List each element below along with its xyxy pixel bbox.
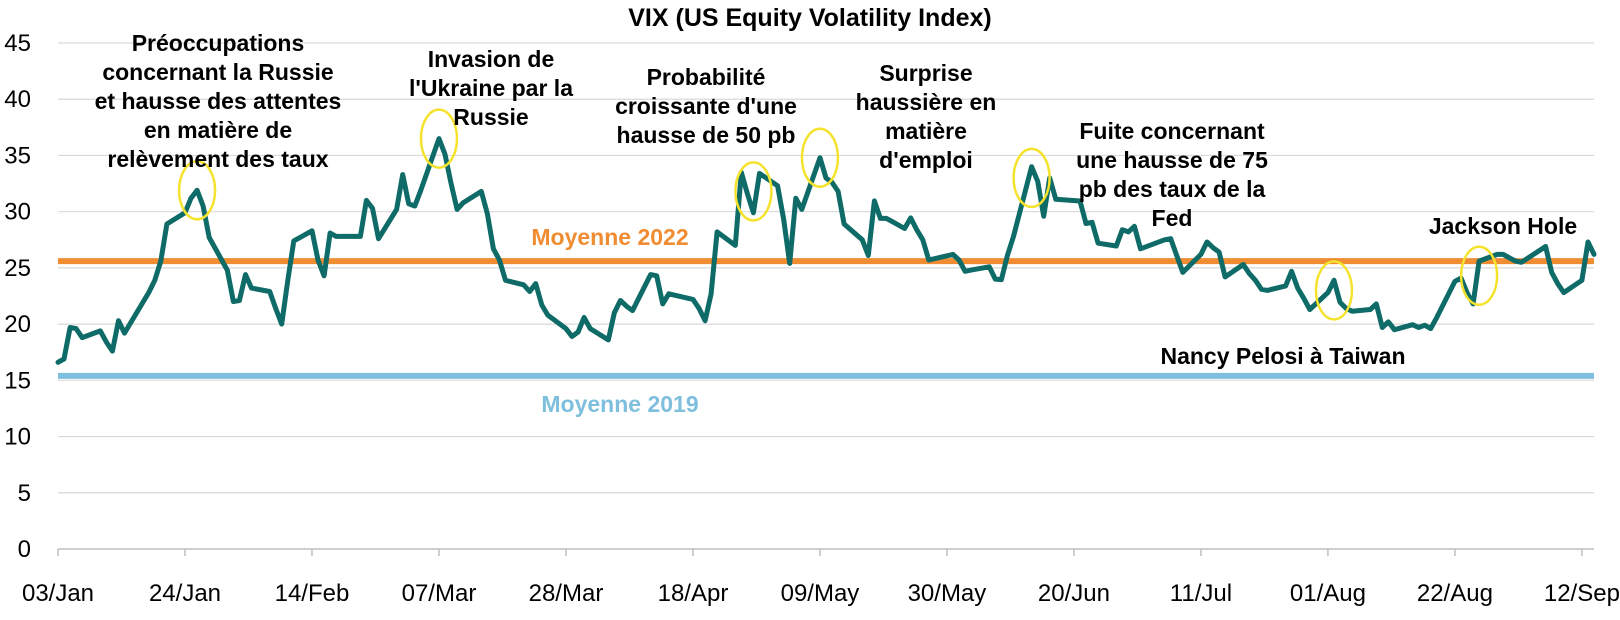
annotation-line: matière xyxy=(885,118,967,144)
annotation-line: une hausse de 75 xyxy=(1076,147,1268,173)
chart-title: VIX (US Equity Volatility Index) xyxy=(628,4,991,32)
y-tick-label: 10 xyxy=(4,424,31,451)
annotation-line: croissante d'une xyxy=(615,93,797,119)
annotation-line: Surprise xyxy=(879,60,972,86)
x-tick-label: 12/Sep xyxy=(1544,580,1620,607)
reference-line-label: Moyenne 2019 xyxy=(541,391,698,417)
x-tick-label: 11/Jul xyxy=(1170,580,1232,607)
annotation-line: Fuite concernant xyxy=(1079,118,1265,144)
annotation-line: Invasion de xyxy=(428,46,555,72)
y-axis-ticks: 0 5 10 15 20 25 30 35 40 45 xyxy=(4,30,31,563)
x-tick-label: 18/Apr xyxy=(658,580,729,607)
x-tick-label: 24/Jan xyxy=(149,580,221,607)
highlight-ellipse xyxy=(419,108,459,169)
annotation-line: Probabilité xyxy=(647,64,766,90)
annotation-label: Jackson Hole xyxy=(1429,213,1577,239)
highlight-ellipse xyxy=(177,160,217,221)
annotation-line: hausse de 50 pb xyxy=(617,122,796,148)
highlight-ellipse xyxy=(1314,260,1354,321)
annotation-label: Invasion de l'Ukraine par la Russie xyxy=(409,46,573,130)
vix-series-line xyxy=(55,136,1597,365)
annotation-line: Fed xyxy=(1152,205,1193,231)
annotation-label: Probabilité croissante d'une hausse de 50 … xyxy=(615,64,797,148)
annotation-line: Préoccupations xyxy=(132,30,305,56)
reference-lines: Moyenne 2022 Moyenne 2019 xyxy=(58,224,1594,417)
y-tick-label: 40 xyxy=(4,86,31,113)
x-tick-label: 09/May xyxy=(781,580,860,607)
y-tick-label: 45 xyxy=(4,30,31,57)
annotation-label: Nancy Pelosi à Taiwan xyxy=(1160,343,1405,369)
x-tick-label: 30/May xyxy=(908,580,987,607)
y-tick-label: 35 xyxy=(4,142,31,169)
x-tick-label: 01/Aug xyxy=(1290,580,1366,607)
x-tick-label: 14/Feb xyxy=(275,580,350,607)
annotation-line: Russie xyxy=(453,104,528,130)
reference-line-label: Moyenne 2022 xyxy=(531,224,688,250)
y-tick-label: 0 xyxy=(18,536,31,563)
x-tick-label: 07/Mar xyxy=(402,580,477,607)
highlight-ellipses xyxy=(177,108,1499,321)
y-tick-label: 30 xyxy=(4,199,31,226)
y-tick-label: 20 xyxy=(4,311,31,338)
highlight-ellipse xyxy=(800,127,840,188)
annotations: Préoccupations concernant la Russie et hau… xyxy=(95,30,1578,369)
annotation-line: pb des taux de la xyxy=(1079,176,1266,202)
annotation-line: et hausse des attentes xyxy=(95,88,342,114)
gridlines xyxy=(58,42,1594,550)
annotation-label: Fuite concernant une hausse de 75 pb des t… xyxy=(1076,118,1268,231)
x-tick-label: 03/Jan xyxy=(22,580,94,607)
x-tick-label: 22/Aug xyxy=(1417,580,1493,607)
annotation-line: haussière en xyxy=(856,89,997,115)
x-tick-label: 20/Jun xyxy=(1038,580,1110,607)
annotation-line: d'emploi xyxy=(879,147,973,173)
highlight-ellipse xyxy=(1459,245,1499,307)
x-tick-label: 28/Mar xyxy=(529,580,604,607)
annotation-line: relèvement des taux xyxy=(107,146,328,172)
y-tick-label: 15 xyxy=(4,367,31,394)
x-axis-ticks: 03/Jan 24/Jan 14/Feb 07/Mar 28/Mar 18/Apr 09/M… xyxy=(22,549,1620,607)
annotation-line: en matière de xyxy=(144,117,292,143)
annotation-line: Jackson Hole xyxy=(1429,213,1577,239)
highlight-ellipse xyxy=(734,161,773,222)
y-tick-label: 5 xyxy=(18,480,31,507)
annotation-label: Surprise haussière en matière d'emploi xyxy=(856,60,997,173)
annotation-line: Nancy Pelosi à Taiwan xyxy=(1160,343,1405,369)
annotation-label: Préoccupations concernant la Russie et hau… xyxy=(95,30,342,172)
y-tick-label: 25 xyxy=(4,255,31,282)
series-layer xyxy=(55,136,1597,365)
annotation-line: l'Ukraine par la xyxy=(409,75,573,101)
annotation-line: concernant la Russie xyxy=(102,59,333,85)
highlight-ellipse xyxy=(1012,147,1051,209)
